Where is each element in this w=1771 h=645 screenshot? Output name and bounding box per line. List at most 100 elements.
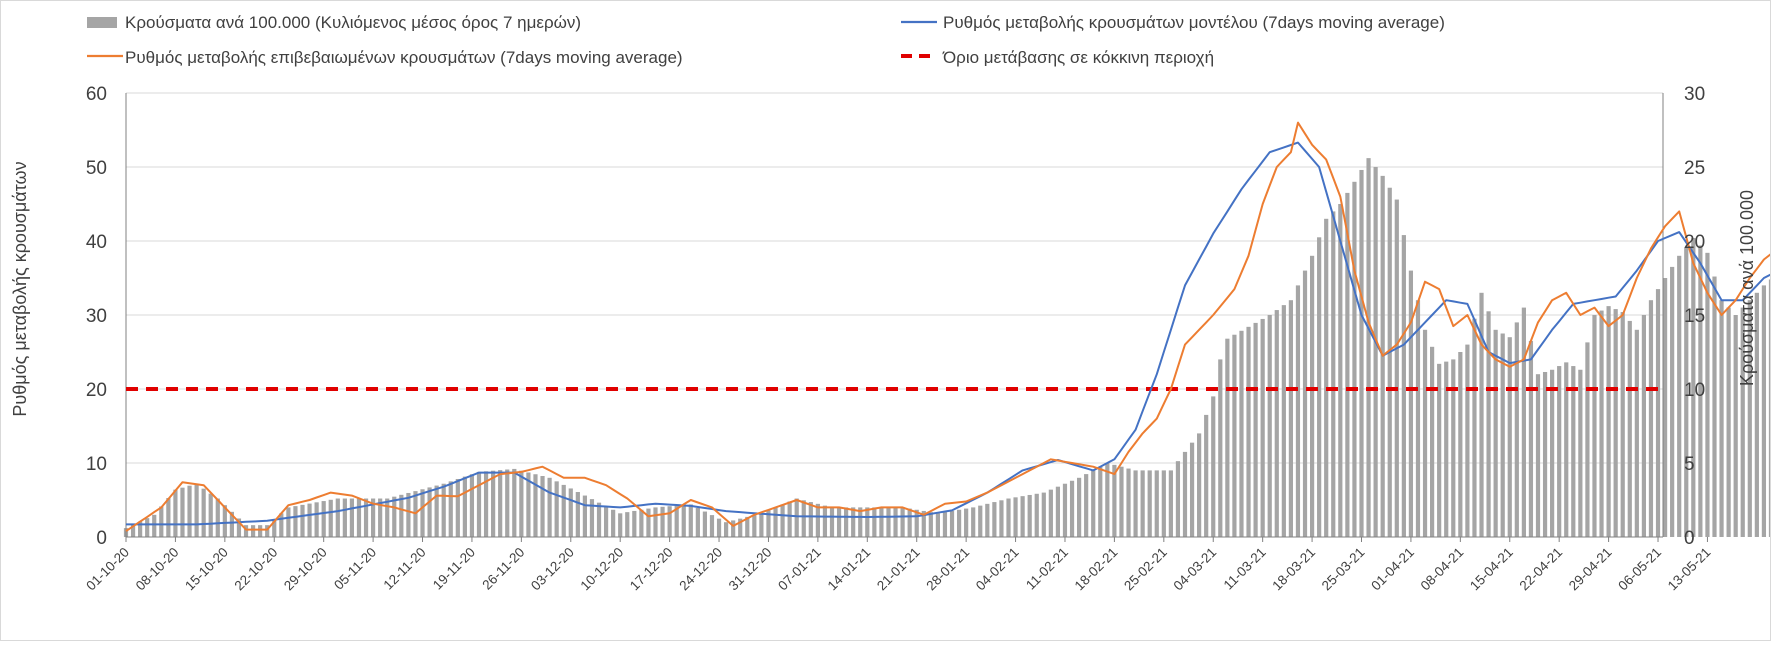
bar (667, 506, 672, 537)
bar (724, 522, 729, 537)
bar (582, 495, 587, 537)
bar (1451, 359, 1456, 537)
bar (455, 478, 460, 537)
x-tick-label: 08-10-20 (133, 545, 182, 594)
bar (766, 510, 771, 537)
bar (540, 476, 545, 537)
bar (1204, 414, 1209, 537)
bar (702, 511, 708, 537)
bar (243, 525, 249, 537)
bar (258, 525, 263, 537)
bar (1747, 300, 1752, 537)
bar (1098, 466, 1103, 537)
bar (893, 507, 898, 537)
bar (646, 508, 651, 537)
bar (215, 498, 220, 537)
bar (844, 507, 849, 537)
x-tick-label: 04-03-21 (1171, 545, 1220, 594)
legend: Κρούσματα ανά 100.000 (Κυλιόμενος μέσος … (87, 13, 1445, 67)
bar (632, 510, 637, 537)
bar (483, 471, 489, 537)
bar (1288, 300, 1293, 537)
bar (1655, 289, 1661, 537)
bar (378, 498, 383, 537)
bar (1550, 369, 1555, 537)
bar (1733, 315, 1738, 537)
bar (978, 505, 983, 537)
bar (1514, 322, 1519, 537)
bar (1345, 192, 1350, 537)
y-axis-right-label: Κρούσματα ανά 100.000 (1737, 190, 1757, 386)
bar (286, 507, 291, 537)
bar (1493, 329, 1498, 537)
bar (985, 503, 990, 537)
bar (1578, 369, 1583, 537)
bar (1684, 246, 1689, 538)
bar (1401, 235, 1406, 537)
bar (1133, 470, 1138, 537)
bar (1218, 359, 1223, 537)
bar (1740, 307, 1745, 537)
y-left-tick-label: 60 (86, 84, 107, 105)
bar (448, 481, 453, 537)
bar (1705, 252, 1710, 537)
bar (752, 515, 757, 537)
bar (731, 520, 736, 537)
bar (1225, 338, 1230, 537)
x-tick-label: 19-11-20 (430, 545, 478, 593)
bar (575, 492, 580, 537)
bar (1105, 463, 1110, 537)
bar (1232, 334, 1237, 537)
bar (328, 499, 333, 537)
bar (886, 507, 891, 537)
legend-label-cases: Κρούσματα ανά 100.000 (Κυλιόμενος μέσος … (125, 13, 581, 32)
bar (427, 487, 432, 537)
x-tick-label: 25-03-21 (1319, 545, 1368, 594)
bar (1281, 305, 1286, 537)
y-left-tick-label: 0 (96, 528, 107, 549)
bar (1768, 279, 1771, 537)
bar (1557, 366, 1562, 537)
x-tick-label: 10-12-20 (577, 545, 626, 594)
bar (589, 499, 595, 537)
bar (1712, 276, 1717, 537)
bar (1698, 245, 1703, 537)
bar (561, 484, 566, 537)
bar (1126, 468, 1131, 537)
bar (625, 512, 630, 537)
bar (787, 501, 792, 537)
bar (519, 470, 524, 537)
bar (547, 477, 552, 537)
bar (208, 493, 213, 537)
bar (406, 492, 411, 537)
bar (498, 470, 503, 537)
bar (1338, 204, 1343, 537)
bar (900, 507, 905, 537)
bar (1027, 494, 1032, 537)
bar (1472, 318, 1477, 537)
bar (1168, 470, 1173, 537)
bar (1662, 278, 1668, 537)
bar (822, 505, 828, 537)
y-right-tick-label: 15 (1684, 306, 1705, 327)
bar (1055, 486, 1061, 537)
bar (1691, 238, 1696, 538)
bar (229, 511, 234, 537)
bar (1112, 464, 1117, 537)
bar (1062, 483, 1068, 537)
bar (1458, 352, 1463, 537)
legend-label-confirmed: Ρυθμός μεταβολής επιβεβαιωμένων κρουσμάτ… (125, 48, 683, 67)
bar (505, 469, 510, 537)
bar (1500, 333, 1505, 537)
bar (342, 498, 347, 537)
bar (1444, 361, 1449, 537)
bar (554, 481, 559, 537)
bar (1592, 315, 1597, 537)
bar (469, 474, 475, 537)
bar (1211, 396, 1216, 537)
bar (265, 525, 270, 537)
bar (865, 507, 870, 537)
bar (1542, 371, 1548, 537)
x-tick-label: 17-12-20 (627, 545, 676, 594)
bar (949, 510, 955, 537)
